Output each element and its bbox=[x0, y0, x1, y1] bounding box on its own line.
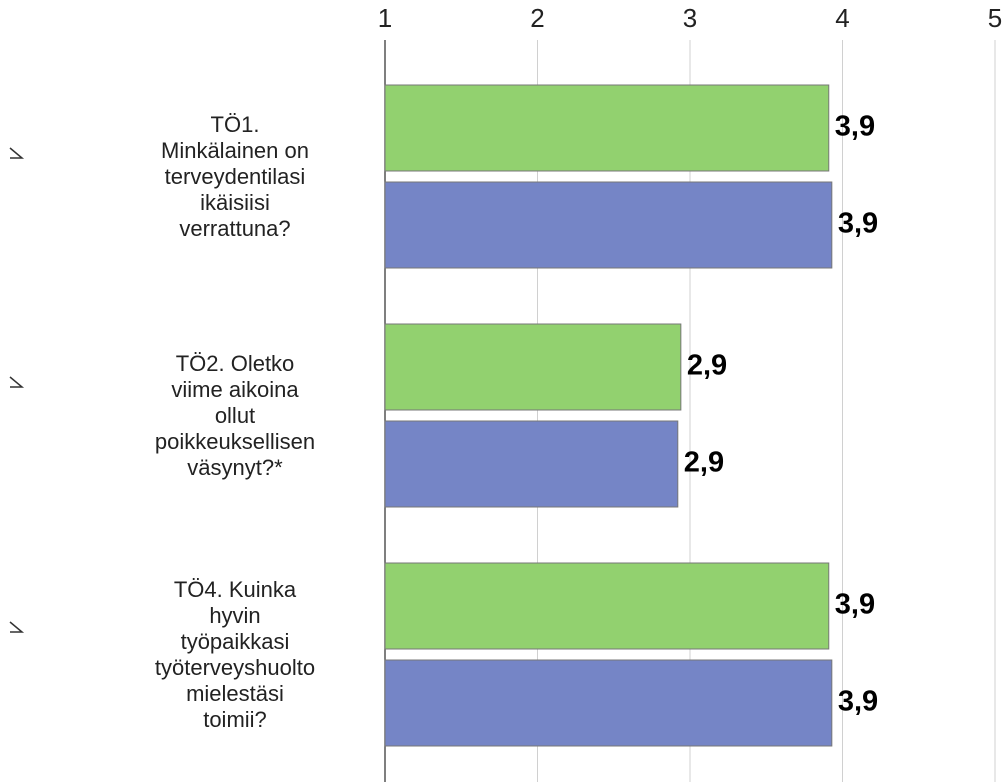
category-label: TÖ4. Kuinka hyvin työpaikkasi työterveys… bbox=[154, 576, 316, 732]
bar bbox=[384, 562, 830, 650]
side-mark bbox=[9, 147, 25, 159]
bar bbox=[384, 181, 833, 269]
side-marks bbox=[9, 147, 25, 633]
bar bbox=[384, 323, 682, 411]
bar bbox=[384, 84, 830, 172]
x-tick-label: 3 bbox=[683, 3, 697, 33]
category-label: TÖ1. Minkälainen on terveydentilasi ikäi… bbox=[161, 111, 309, 241]
value-label: 3,9 bbox=[838, 686, 878, 718]
x-tick-label: 1 bbox=[378, 3, 392, 33]
x-tick-label: 2 bbox=[530, 3, 544, 33]
bar bbox=[384, 420, 679, 508]
side-mark bbox=[9, 376, 25, 388]
bar bbox=[384, 659, 833, 747]
value-label: 3,9 bbox=[835, 589, 875, 621]
category-label: TÖ2. Oletko viime aikoina ollut poikkeuk… bbox=[154, 350, 316, 480]
side-mark bbox=[9, 621, 25, 633]
x-tick-label: 5 bbox=[988, 3, 1002, 33]
value-label: 3,9 bbox=[835, 111, 875, 143]
value-label: 3,9 bbox=[838, 208, 878, 240]
x-tick-label: 4 bbox=[835, 3, 849, 33]
value-label: 2,9 bbox=[687, 350, 727, 382]
value-label: 2,9 bbox=[684, 447, 724, 479]
